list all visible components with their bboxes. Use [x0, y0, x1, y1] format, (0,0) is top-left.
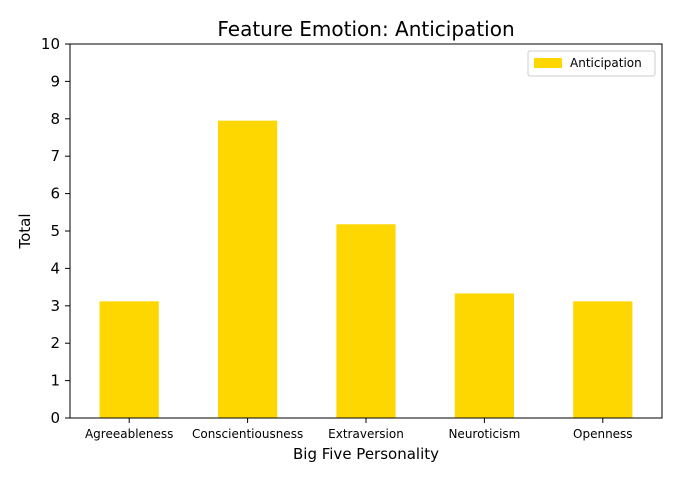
x-tick-label: Neuroticism — [448, 427, 520, 441]
y-tick-label: 10 — [41, 35, 60, 53]
chart-title: Feature Emotion: Anticipation — [217, 17, 514, 41]
y-tick-label: 0 — [50, 409, 60, 427]
bars-layer — [99, 120, 633, 419]
y-tick-label: 3 — [50, 297, 60, 315]
x-axis-label: Big Five Personality — [293, 445, 439, 463]
legend[interactable]: Anticipation — [527, 50, 656, 77]
y-tick-label: 4 — [50, 259, 60, 277]
legend-swatch — [534, 58, 562, 68]
bar-neuroticism[interactable] — [454, 293, 514, 418]
x-tick-label: Conscientiousness — [192, 427, 303, 441]
x-tick-label: Extraversion — [328, 427, 404, 441]
y-tick-label: 6 — [50, 185, 60, 203]
y-tick-label: 5 — [50, 222, 60, 240]
x-tick-label: Openness — [573, 427, 633, 441]
y-tick-label: 7 — [50, 147, 60, 165]
y-axis-label: Total — [16, 213, 34, 249]
bar-openness[interactable] — [573, 301, 633, 418]
bar-extraversion[interactable] — [336, 224, 396, 418]
legend-label: Anticipation — [570, 56, 642, 70]
x-tick-label: Agreeableness — [85, 427, 173, 441]
y-tick-label: 2 — [50, 334, 60, 352]
x-axis: Agreeableness Conscientiousness Extraversi… — [85, 418, 633, 441]
bar-agreeableness[interactable] — [99, 301, 159, 418]
y-axis: 0 1 2 3 4 5 6 7 8 9 10 — [41, 35, 70, 427]
y-tick-label: 1 — [50, 372, 60, 390]
legend-box — [527, 50, 656, 77]
y-tick-label: 9 — [50, 72, 60, 90]
y-tick-label: 8 — [50, 110, 60, 128]
bar-conscientiousness[interactable] — [218, 120, 278, 419]
